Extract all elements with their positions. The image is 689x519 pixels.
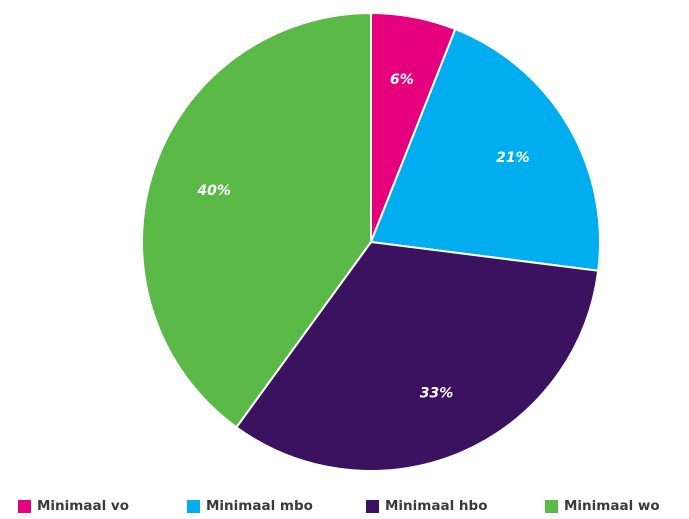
legend-swatch-minimaal-wo: [545, 499, 558, 513]
legend-label-minimaal-vo: Minimaal vo: [37, 498, 129, 514]
data-label-minimaal-mbo: 21%: [496, 150, 530, 166]
pie-slice-minimaal-wo: [141, 12, 372, 429]
data-label-minimaal-wo: 40%: [196, 183, 231, 199]
pie-data-labels: 6% 21% 33% 40%: [196, 72, 529, 401]
pie-slice-minimaal-hbo: [235, 241, 600, 472]
legend-item-minimaal-hbo: Minimaal hbo: [366, 498, 487, 514]
pie-slices: [141, 12, 601, 472]
data-label-minimaal-vo: 6%: [390, 72, 414, 88]
legend-swatch-minimaal-mbo: [187, 499, 200, 513]
legend-label-minimaal-wo: Minimaal wo: [564, 498, 660, 514]
legend-swatch-minimaal-vo: [18, 499, 31, 513]
legend-item-minimaal-wo: Minimaal wo: [545, 498, 660, 514]
legend-label-minimaal-hbo: Minimaal hbo: [385, 498, 488, 514]
legend-item-minimaal-vo: Minimaal vo: [18, 498, 129, 514]
pie-slice-minimaal-mbo: [370, 28, 601, 272]
legend-label-minimaal-mbo: Minimaal mbo: [206, 498, 313, 514]
data-label-minimaal-hbo: 33%: [420, 385, 454, 401]
legend-swatch-minimaal-hbo: [366, 499, 379, 513]
chart-legend: Minimaal vo Minimaal mbo Minimaal hbo Mi…: [18, 498, 689, 518]
legend-item-minimaal-mbo: Minimaal mbo: [187, 498, 313, 514]
